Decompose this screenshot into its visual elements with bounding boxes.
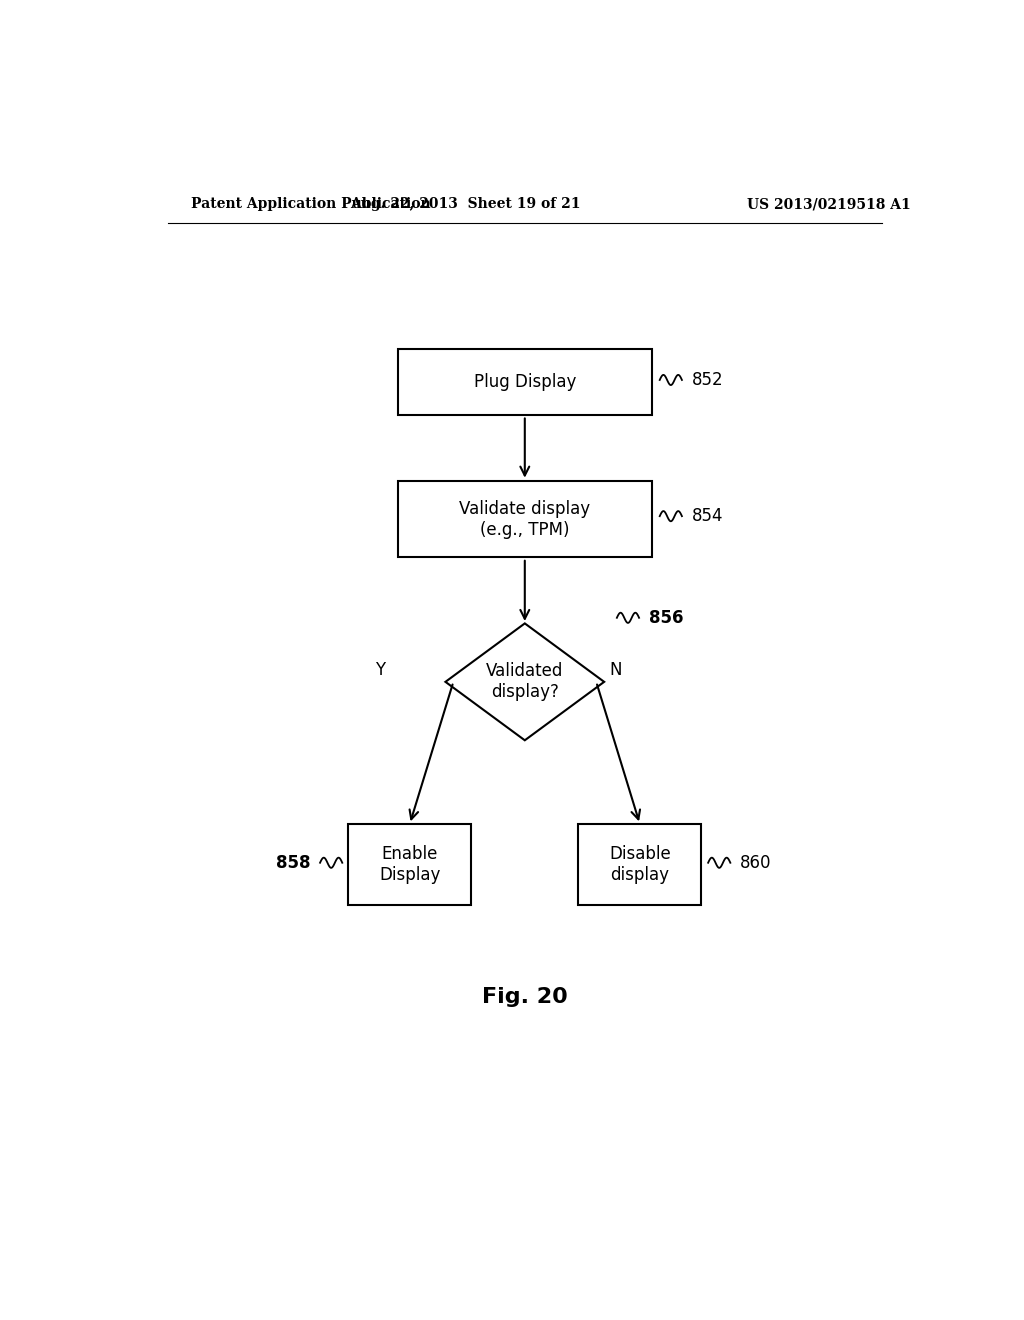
- Text: 854: 854: [691, 507, 723, 525]
- FancyBboxPatch shape: [397, 348, 651, 414]
- Text: 856: 856: [648, 609, 683, 627]
- FancyBboxPatch shape: [397, 480, 651, 557]
- Text: Y: Y: [376, 660, 385, 678]
- FancyBboxPatch shape: [348, 824, 471, 906]
- Text: 858: 858: [276, 854, 310, 871]
- Text: Patent Application Publication: Patent Application Publication: [191, 197, 431, 211]
- Text: 852: 852: [691, 371, 723, 389]
- Text: Enable
Display: Enable Display: [379, 845, 440, 884]
- Text: Plug Display: Plug Display: [474, 374, 575, 391]
- Polygon shape: [445, 623, 604, 741]
- Text: N: N: [609, 660, 622, 678]
- Text: Disable
display: Disable display: [609, 845, 671, 884]
- Text: Aug. 22, 2013  Sheet 19 of 21: Aug. 22, 2013 Sheet 19 of 21: [350, 197, 581, 211]
- FancyBboxPatch shape: [579, 824, 701, 906]
- Text: US 2013/0219518 A1: US 2013/0219518 A1: [748, 197, 910, 211]
- Text: Validated
display?: Validated display?: [486, 663, 563, 701]
- Text: Fig. 20: Fig. 20: [482, 987, 567, 1007]
- Text: Validate display
(e.g., TPM): Validate display (e.g., TPM): [459, 500, 591, 539]
- Text: 860: 860: [740, 854, 771, 871]
